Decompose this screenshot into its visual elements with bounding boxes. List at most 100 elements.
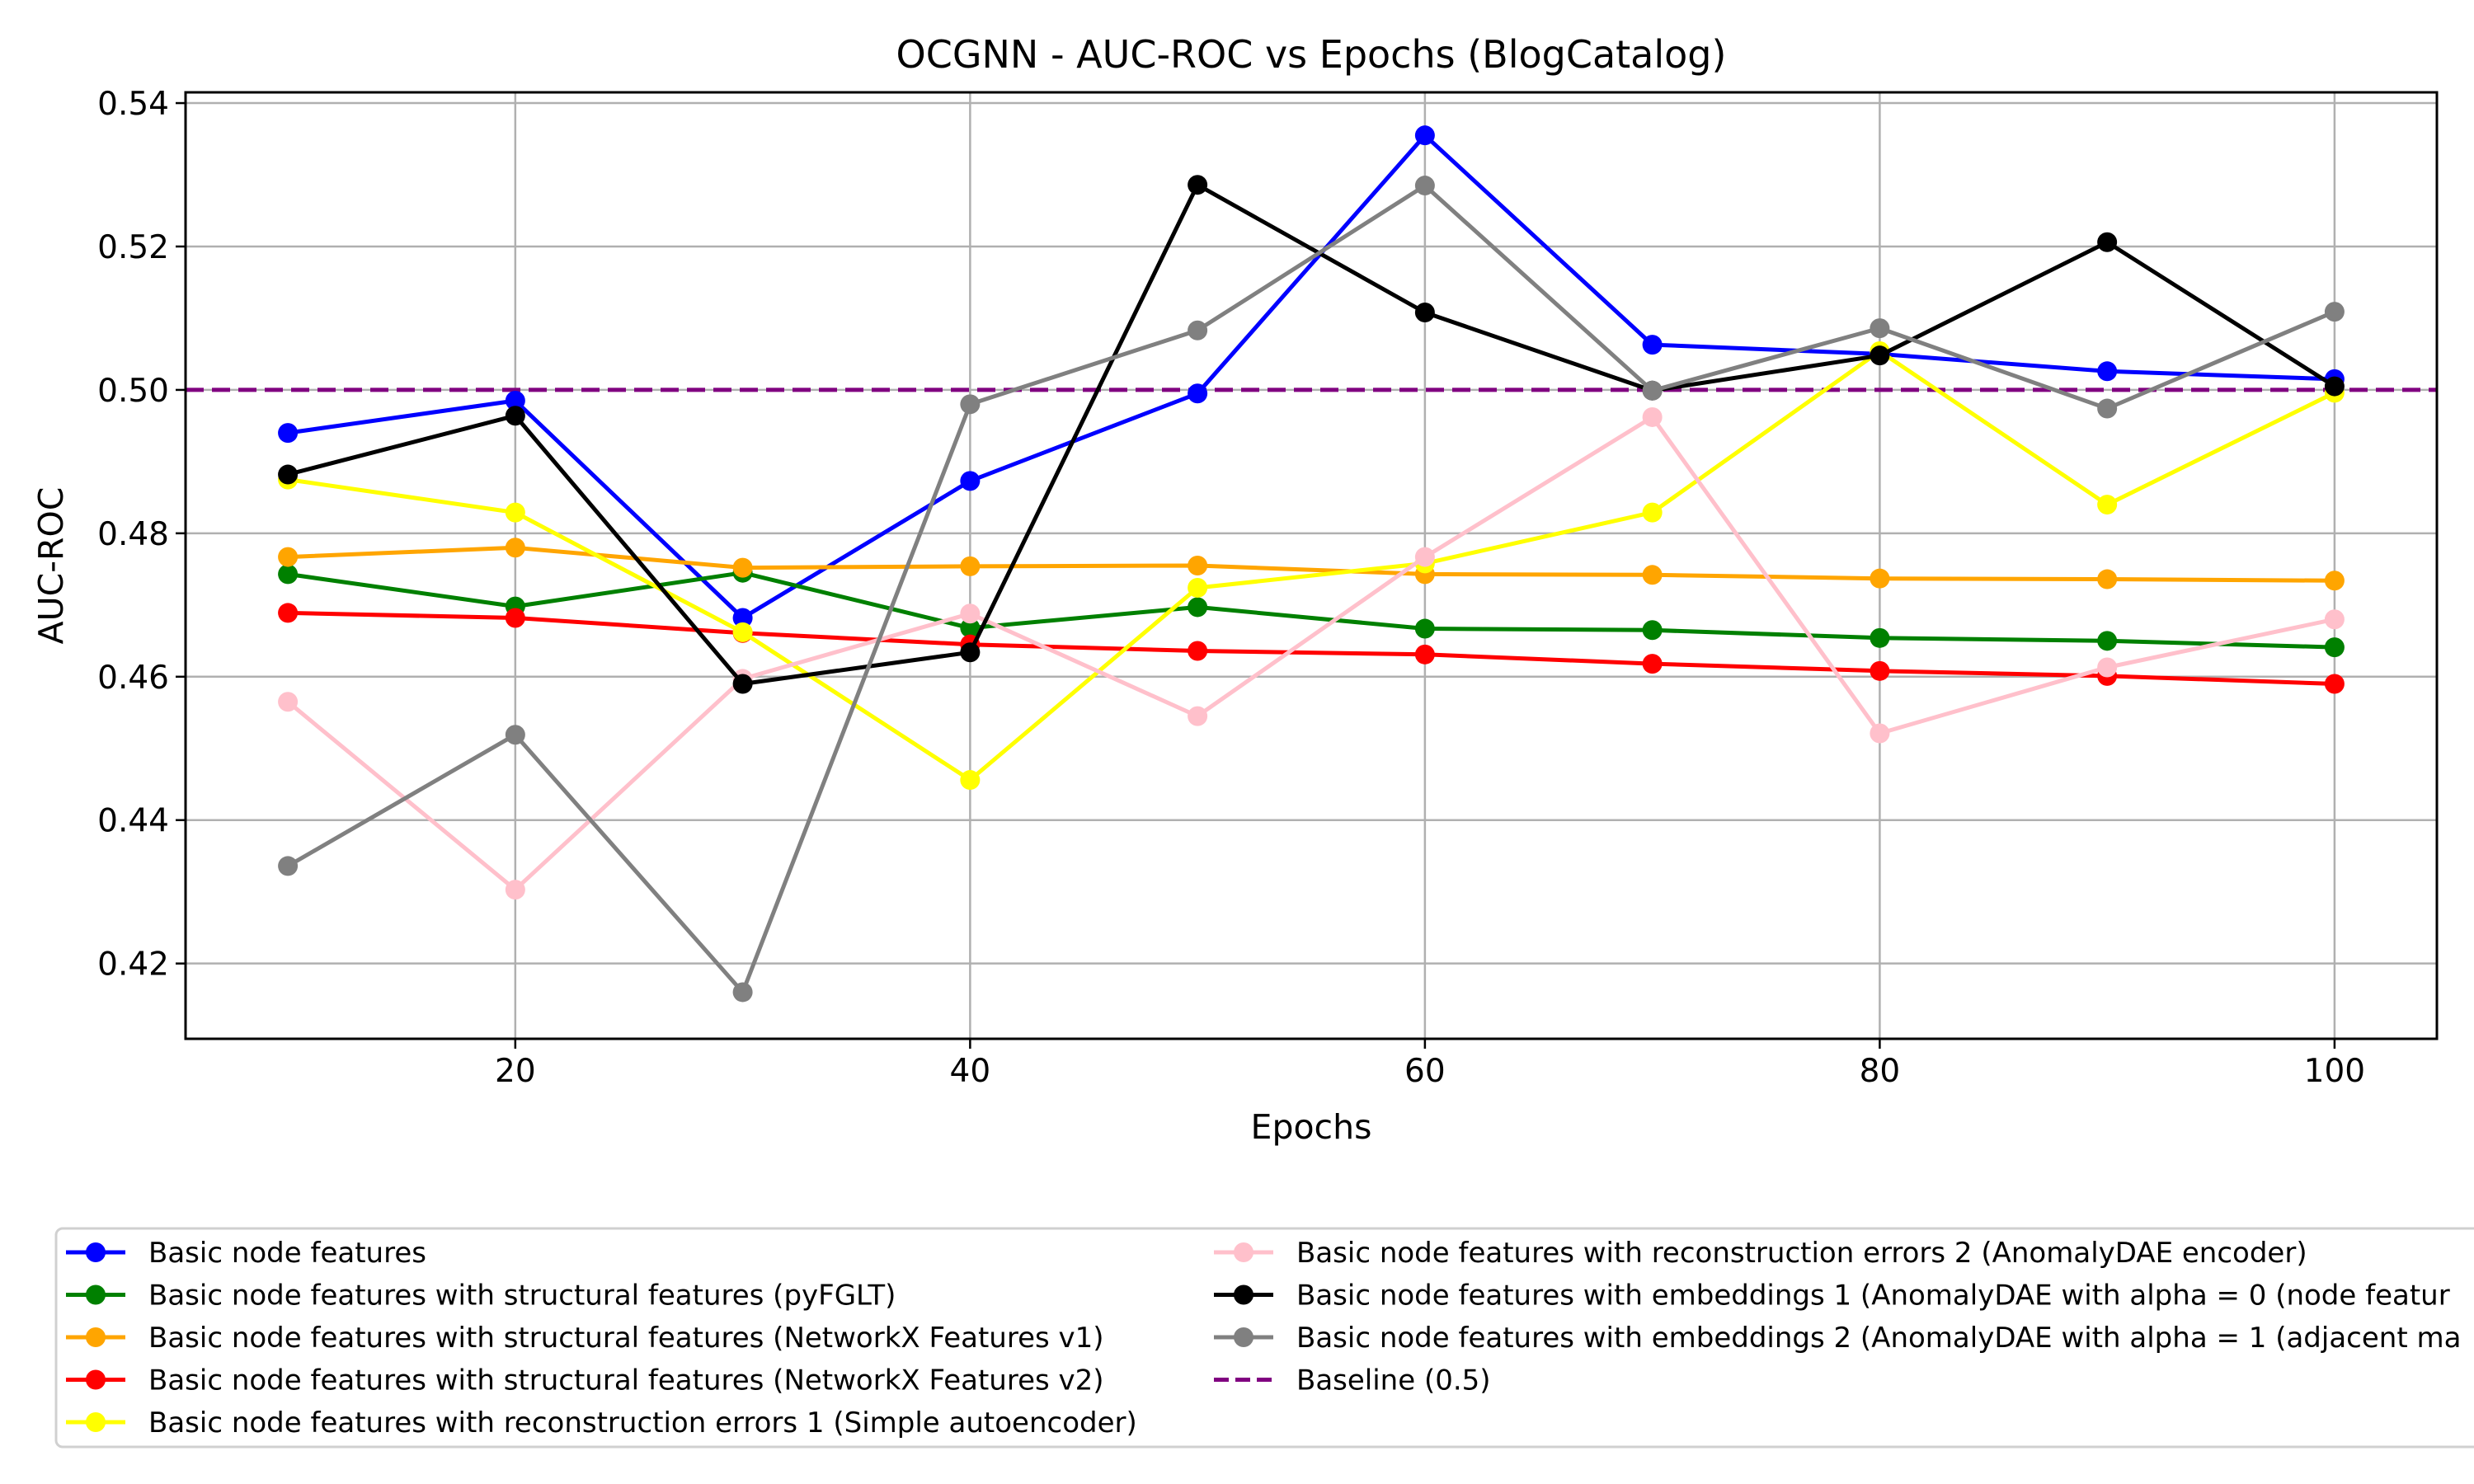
legend-label: Baseline (0.5) bbox=[1296, 1364, 1491, 1397]
data-point bbox=[1870, 568, 1890, 589]
y-tick-label: 0.54 bbox=[97, 86, 169, 123]
data-point bbox=[1870, 660, 1890, 681]
data-point bbox=[1642, 654, 1663, 674]
data-point bbox=[960, 618, 981, 638]
data-point bbox=[960, 603, 981, 624]
data-point bbox=[2324, 674, 2345, 694]
data-point bbox=[732, 608, 753, 628]
x-tick-label: 80 bbox=[1860, 1053, 1901, 1090]
y-tick-label: 0.48 bbox=[97, 516, 169, 553]
legend-label: Basic node features with structural feat… bbox=[148, 1322, 1104, 1355]
data-point bbox=[1188, 556, 1208, 575]
data-point bbox=[960, 471, 981, 491]
data-point bbox=[2097, 361, 2118, 382]
legend-swatch-marker bbox=[86, 1242, 106, 1262]
y-tick-label: 0.50 bbox=[97, 373, 169, 410]
data-point bbox=[960, 556, 981, 576]
y-tick-label: 0.42 bbox=[97, 946, 169, 984]
x-tick-label: 100 bbox=[2304, 1053, 2365, 1090]
data-point bbox=[505, 608, 525, 628]
data-point bbox=[1188, 577, 1208, 598]
legend-label: Basic node features with embeddings 2 (A… bbox=[1296, 1322, 2461, 1355]
data-point bbox=[2324, 609, 2345, 630]
y-tick-label: 0.44 bbox=[97, 803, 169, 840]
data-point bbox=[278, 464, 299, 485]
legend-item: Basic node features with structural feat… bbox=[66, 1322, 1104, 1355]
series-6 bbox=[278, 406, 2345, 900]
data-point bbox=[505, 880, 525, 900]
data-point bbox=[2324, 376, 2345, 397]
data-point bbox=[2097, 232, 2118, 252]
data-point bbox=[278, 423, 299, 444]
data-point bbox=[1870, 345, 1890, 366]
series-2 bbox=[278, 562, 2345, 658]
data-point bbox=[960, 642, 981, 663]
legend-swatch-marker bbox=[86, 1327, 106, 1347]
x-axis-ticks: 20 40 60 80 100 bbox=[495, 1039, 2365, 1090]
series-layer bbox=[278, 125, 2345, 1003]
legend-item: Basic node features with embeddings 2 (A… bbox=[1214, 1322, 2461, 1355]
legend-item: Basic node features with reconstruction … bbox=[1214, 1237, 2307, 1270]
series-line bbox=[287, 182, 2336, 686]
data-point bbox=[732, 622, 753, 642]
data-point bbox=[1414, 176, 1435, 196]
data-point bbox=[278, 856, 299, 876]
data-point bbox=[505, 502, 525, 523]
legend-swatch-marker bbox=[1234, 1242, 1253, 1262]
data-point bbox=[1188, 320, 1208, 340]
legend-label: Basic node features with embeddings 1 (A… bbox=[1296, 1280, 2450, 1313]
legend-swatch-marker bbox=[86, 1284, 106, 1305]
y-axis-label: AUC-ROC bbox=[31, 487, 71, 645]
data-point bbox=[1642, 620, 1663, 641]
series-line bbox=[286, 415, 2335, 892]
data-point bbox=[1642, 335, 1663, 355]
legend-item: Basic node features with structural feat… bbox=[66, 1280, 896, 1313]
legend-item: Baseline (0.5) bbox=[1214, 1364, 1491, 1397]
data-point bbox=[1188, 706, 1208, 726]
legend-label: Basic node features with reconstruction … bbox=[148, 1407, 1137, 1439]
series-line bbox=[287, 133, 2335, 620]
x-tick-label: 20 bbox=[495, 1053, 536, 1090]
series-3 bbox=[278, 538, 2345, 591]
data-point bbox=[1414, 644, 1435, 665]
data-point bbox=[1870, 723, 1890, 744]
data-point bbox=[2324, 637, 2345, 658]
series-line bbox=[288, 610, 2335, 686]
data-point bbox=[732, 982, 753, 1003]
data-point bbox=[960, 394, 981, 415]
data-point bbox=[2097, 569, 2118, 589]
data-point bbox=[1642, 380, 1663, 401]
series-line bbox=[286, 183, 2335, 994]
data-point bbox=[732, 557, 753, 578]
data-point bbox=[960, 770, 981, 791]
x-axis-label: Epochs bbox=[1251, 1107, 1372, 1147]
legend-swatch-marker bbox=[1234, 1327, 1253, 1347]
data-point bbox=[1188, 175, 1208, 195]
y-axis-ticks: 0.42 0.44 0.46 0.48 0.50 0.52 0.54 bbox=[97, 86, 186, 984]
x-tick-label: 40 bbox=[950, 1053, 991, 1090]
data-point bbox=[1414, 547, 1435, 567]
series-8 bbox=[278, 176, 2345, 1003]
data-point bbox=[1642, 502, 1663, 523]
data-point bbox=[1642, 565, 1663, 585]
grid bbox=[186, 92, 2437, 1039]
legend-item: Basic node features with reconstruction … bbox=[66, 1407, 1137, 1439]
data-point bbox=[278, 547, 299, 567]
data-point bbox=[1188, 597, 1208, 618]
legend-swatch-marker bbox=[86, 1369, 106, 1390]
data-point bbox=[505, 725, 525, 745]
data-point bbox=[278, 564, 299, 585]
series-line bbox=[287, 545, 2335, 583]
data-point bbox=[1870, 627, 1890, 648]
y-tick-label: 0.52 bbox=[97, 229, 169, 266]
data-point bbox=[732, 674, 753, 694]
data-point bbox=[505, 538, 525, 558]
legend-item: Basic node features bbox=[66, 1237, 426, 1270]
data-point bbox=[2097, 631, 2118, 651]
data-point bbox=[1642, 406, 1663, 427]
series-line bbox=[287, 571, 2335, 650]
data-point bbox=[2097, 657, 2118, 678]
data-point bbox=[2324, 571, 2345, 591]
data-point bbox=[1870, 318, 1890, 339]
